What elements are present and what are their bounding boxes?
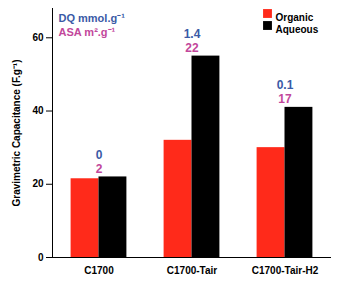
svg-text:DQ mmol.g⁻¹: DQ mmol.g⁻¹ — [59, 12, 126, 24]
svg-text:20: 20 — [32, 178, 44, 189]
svg-text:C1700-Tair: C1700-Tair — [167, 265, 218, 276]
svg-text:0: 0 — [38, 252, 44, 263]
svg-text:Gravimetric Capacitance (F.g⁻¹: Gravimetric Capacitance (F.g⁻¹) — [11, 60, 22, 207]
svg-text:ASA m².g⁻¹: ASA m².g⁻¹ — [59, 26, 116, 38]
svg-text:0.1: 0.1 — [277, 78, 294, 92]
svg-text:22: 22 — [185, 41, 199, 55]
svg-text:Aqueous: Aqueous — [276, 24, 319, 35]
svg-text:C1700-Tair-H2: C1700-Tair-H2 — [252, 265, 319, 276]
svg-text:C1700: C1700 — [84, 265, 114, 276]
svg-text:Organic: Organic — [276, 12, 314, 23]
svg-text:0: 0 — [96, 148, 103, 162]
svg-text:60: 60 — [32, 32, 44, 43]
svg-text:17: 17 — [278, 92, 292, 106]
svg-text:1.4: 1.4 — [184, 27, 201, 41]
svg-text:40: 40 — [32, 105, 44, 116]
svg-text:2: 2 — [96, 162, 103, 176]
